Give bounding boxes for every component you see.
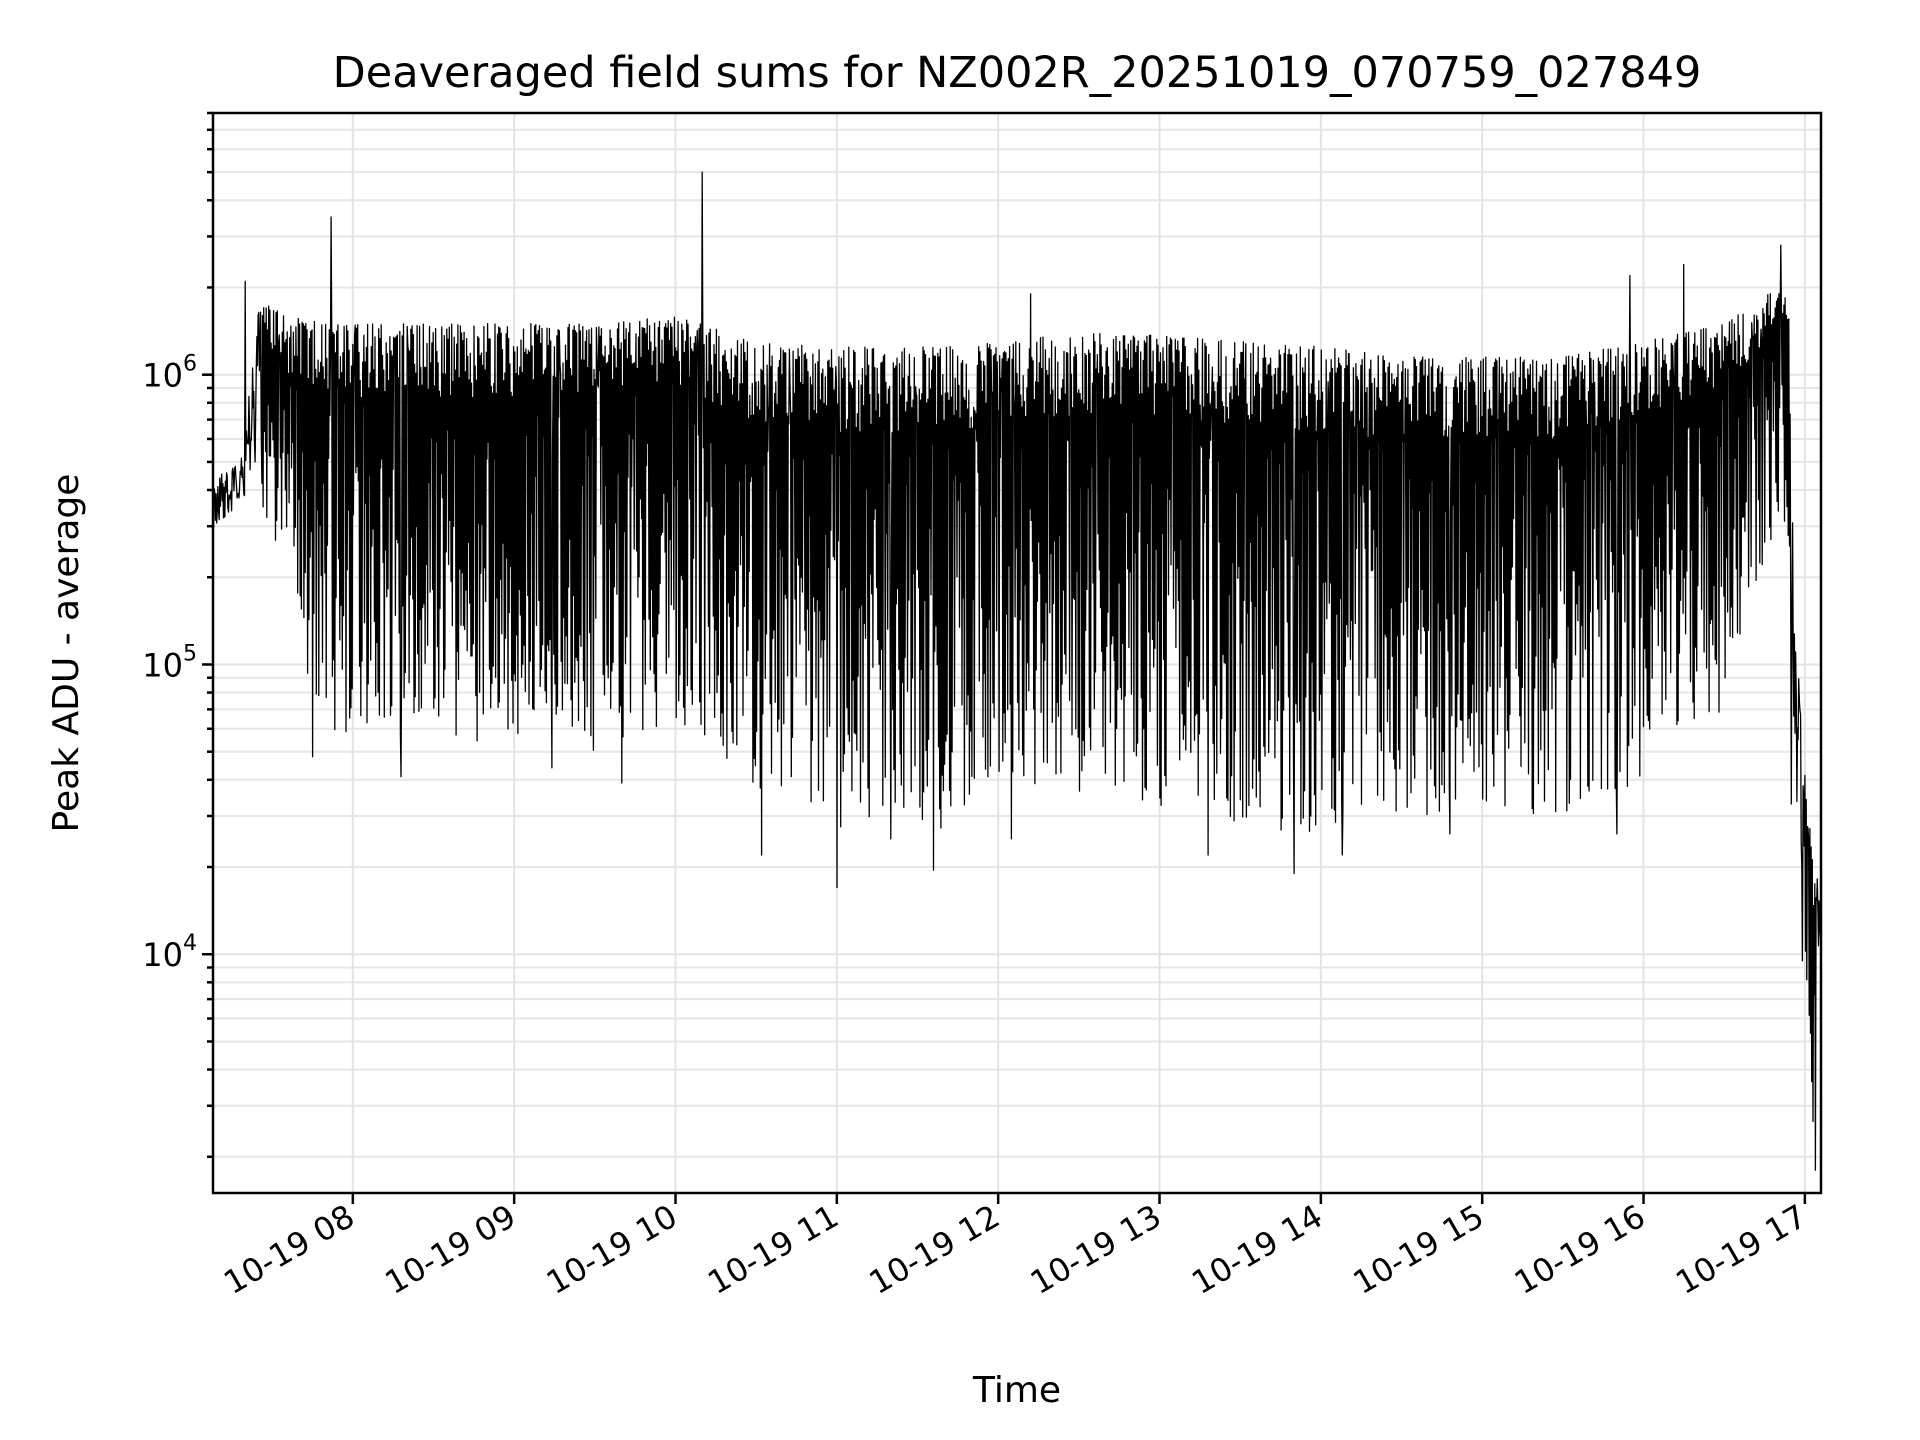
series-line xyxy=(212,171,1822,1171)
x-tick-label: 10-19 13 xyxy=(1024,1197,1168,1302)
y-axis-label: Peak ADU - average xyxy=(46,474,87,833)
x-tick-label: 10-19 09 xyxy=(379,1197,523,1302)
x-tick-label: 10-19 17 xyxy=(1669,1197,1813,1302)
x-tick-label: 10-19 11 xyxy=(701,1197,845,1302)
plot-frame xyxy=(211,111,1823,1195)
x-tick-label: 10-19 08 xyxy=(217,1197,361,1302)
x-axis-label: Time xyxy=(972,1370,1061,1411)
chart-title: Deaveraged field sums for NZ002R_2025101… xyxy=(333,48,1702,98)
x-tick-label: 10-19 14 xyxy=(1185,1197,1329,1302)
x-tick-label: 10-19 10 xyxy=(540,1197,684,1302)
y-tick-label: 104 xyxy=(142,931,197,974)
grid xyxy=(213,112,1821,1193)
x-tick-label: 10-19 12 xyxy=(863,1197,1007,1302)
y-tick-label: 106 xyxy=(142,352,197,395)
y-tick-label: 105 xyxy=(142,641,197,684)
x-tick-label: 10-19 15 xyxy=(1347,1197,1491,1302)
x-tick-label: 10-19 16 xyxy=(1508,1197,1652,1302)
